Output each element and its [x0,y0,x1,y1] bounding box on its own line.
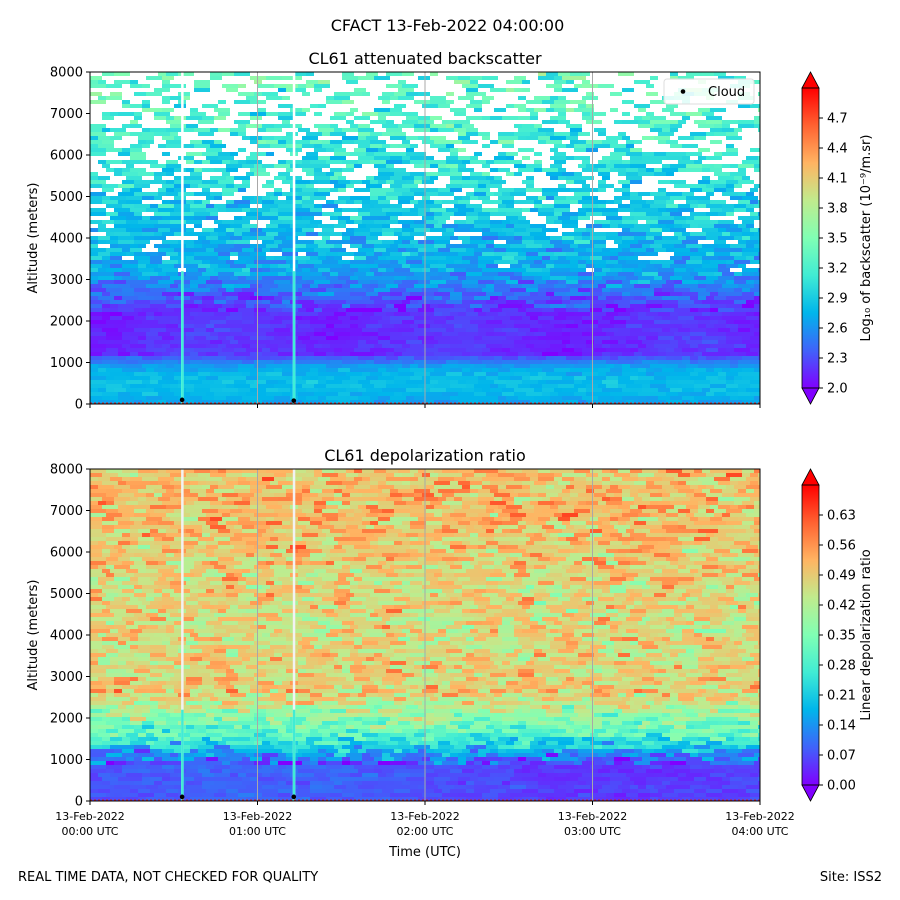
x-tick-label-date: 13-Feb-2022 [725,810,794,823]
artifact-streak [181,469,184,801]
artifact-streak-low [292,709,296,801]
y-tick-label: 4000 [50,629,83,644]
colorbar-tick-label: 2.0 [827,382,848,397]
y-axis-label: Altitude (meters) [26,580,41,691]
suptitle: CFACT 13-Feb-2022 04:00:00 [330,16,565,35]
x-tick-label-date: 13-Feb-2022 [390,810,459,823]
x-tick-label-time: 02:00 UTC [396,825,453,838]
y-tick-label: 1000 [50,356,83,371]
colorbar-tick-label: 0.49 [827,569,856,584]
colorbar-extend-bottom [801,387,820,405]
colorbar-tick-label: 3.5 [827,232,848,247]
cloud-point [291,398,297,403]
y-tick-label: 4000 [50,232,83,247]
colorbar [802,485,819,785]
colorbar-extend-bottom [801,784,820,802]
colorbar-tick-label: 0.07 [827,749,856,764]
footer-left-note: REAL TIME DATA, NOT CHECKED FOR QUALITY [18,870,319,885]
heatmap-cells [90,469,760,801]
y-tick-label: 7000 [50,107,83,122]
colorbar-tick-label: 4.7 [827,112,848,127]
colorbar-tick-label: 3.2 [827,262,848,277]
x-axis-label: Time (UTC) [388,845,461,860]
colorbar-tick-label: 3.8 [827,202,848,217]
y-tick-label: 5000 [50,190,83,205]
x-tick-label-time: 00:00 UTC [61,825,118,838]
artifact-streak-low [292,271,296,404]
legend-label: Cloud [708,85,745,100]
cloud-point [291,794,297,800]
y-tick-label: 0 [75,795,83,810]
colorbar-label: Log₁₀ of backscatter (10⁻⁹/m.sr) [859,135,874,342]
artifact-streak [181,72,184,404]
cloud-point [179,794,185,800]
footer-site-label: Site: ISS2 [819,870,882,885]
panel-title: CL61 depolarization ratio [324,446,526,465]
colorbar-tick-label: 4.4 [827,142,848,157]
colorbar-tick-label: 0.14 [827,719,856,734]
y-tick-label: 2000 [50,712,83,727]
panel-title: CL61 attenuated backscatter [308,49,542,68]
y-tick-label: 2000 [50,315,83,330]
colorbar-tick-label: 2.6 [827,322,848,337]
artifact-streak [292,469,296,801]
x-tick-label-date: 13-Feb-2022 [223,810,292,823]
artifact-streak [292,72,296,404]
colorbar-tick-label: 0.63 [827,509,856,524]
y-tick-label: 8000 [50,463,83,478]
y-tick-label: 0 [75,398,83,413]
y-tick-label: 5000 [50,587,83,602]
y-axis-label: Altitude (meters) [26,183,41,294]
legend-cloud-marker [680,89,686,94]
backscatter-panel: 0 1000 2000 3000 4000 5000 6000 7000 8000 CL61 at… [26,49,874,413]
colorbar-extend-top [801,71,820,89]
y-tick-label: 1000 [50,753,83,768]
artifact-streak-low [181,271,184,404]
colorbar [802,88,819,388]
colorbar-extend-top [801,468,820,486]
x-tick-label-time: 04:00 UTC [731,825,788,838]
colorbar-tick-label: 0.28 [827,659,856,674]
y-tick-label: 7000 [50,504,83,519]
colorbar-tick-label: 0.56 [827,539,856,554]
x-tick-label-time: 01:00 UTC [229,825,286,838]
x-tick-label-date: 13-Feb-2022 [55,810,124,823]
colorbar-tick-label: 4.1 [827,172,848,187]
y-tick-label: 3000 [50,670,83,685]
legend-box [663,78,755,105]
x-tick-label-time: 03:00 UTC [564,825,621,838]
colorbar-label: Linear depolarization ratio [859,549,874,720]
colorbar-tick-label: 0.00 [827,779,856,794]
colorbar-tick-label: 0.35 [827,629,856,644]
artifact-streak-low [181,709,184,801]
colorbar-tick-label: 2.9 [827,292,848,307]
colorbar-tick-label: 0.42 [827,599,856,614]
depolarization-panel: 0 1000 2000 3000 4000 5000 6000 7000 8000 CL61 de… [26,446,874,860]
cloud-point [179,397,185,403]
colorbar-tick-label: 2.3 [827,352,848,367]
y-tick-label: 3000 [50,273,83,288]
heatmap-cells [90,72,760,404]
y-tick-label: 6000 [50,149,83,164]
y-tick-label: 8000 [50,66,83,81]
colorbar-tick-label: 0.21 [827,689,856,704]
y-tick-label: 6000 [50,546,83,561]
x-tick-label-date: 13-Feb-2022 [558,810,627,823]
